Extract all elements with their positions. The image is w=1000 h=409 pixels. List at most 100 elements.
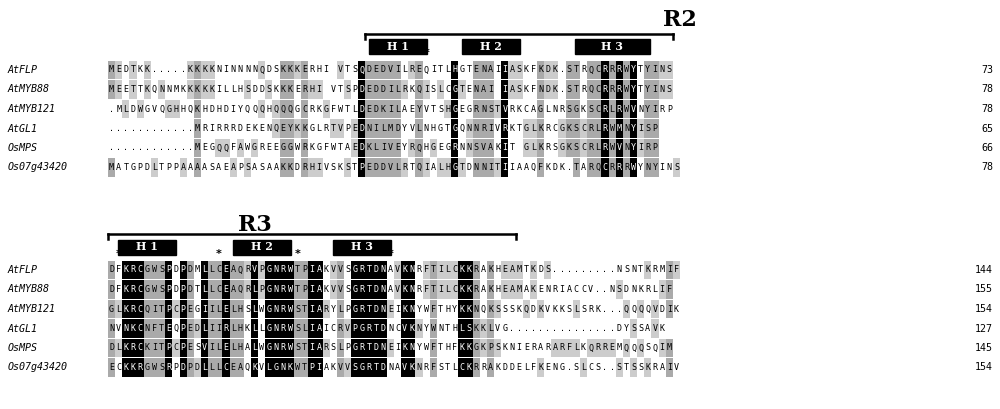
Bar: [523, 139, 530, 157]
Bar: [473, 319, 480, 338]
Text: V: V: [152, 105, 157, 114]
Text: S: S: [352, 363, 357, 372]
Text: .: .: [524, 324, 529, 333]
Text: M: M: [388, 124, 393, 133]
Text: K: K: [524, 65, 529, 74]
Text: 144: 144: [975, 265, 993, 275]
Bar: [165, 319, 172, 338]
Text: L: L: [445, 65, 450, 74]
Bar: [616, 280, 623, 299]
Bar: [587, 80, 594, 99]
Bar: [194, 358, 201, 377]
Text: G: G: [452, 124, 457, 133]
Text: .: .: [545, 324, 550, 333]
Text: E: E: [545, 363, 550, 372]
Text: L: L: [231, 304, 236, 314]
Text: A: A: [509, 85, 514, 94]
Text: .: .: [567, 363, 572, 372]
Text: D: D: [131, 105, 136, 114]
Bar: [358, 300, 365, 318]
Bar: [151, 158, 158, 177]
Text: E: E: [438, 144, 443, 153]
Text: R2: R2: [663, 9, 697, 31]
Text: S: S: [295, 304, 300, 314]
Bar: [373, 300, 380, 318]
Text: E: E: [223, 163, 228, 172]
Bar: [187, 61, 194, 79]
Bar: [651, 158, 659, 177]
Bar: [294, 300, 301, 318]
Text: S: S: [581, 304, 586, 314]
Bar: [458, 261, 466, 279]
Text: .: .: [588, 324, 593, 333]
Text: N: N: [381, 344, 386, 353]
Text: G: G: [538, 105, 543, 114]
Text: F: F: [152, 324, 157, 333]
Bar: [573, 119, 580, 138]
Bar: [437, 80, 444, 99]
Text: .: .: [602, 265, 607, 274]
Bar: [537, 100, 544, 118]
Bar: [387, 100, 394, 118]
Text: T: T: [638, 265, 643, 274]
Text: V: V: [331, 85, 336, 94]
Bar: [544, 261, 551, 279]
Text: A: A: [567, 285, 572, 294]
Text: R: R: [324, 304, 329, 314]
Text: C: C: [552, 124, 557, 133]
Bar: [401, 261, 408, 279]
Text: S: S: [274, 65, 279, 74]
Text: K: K: [467, 363, 472, 372]
Text: K: K: [188, 85, 193, 94]
Bar: [144, 339, 151, 357]
Text: Q: Q: [259, 105, 264, 114]
Bar: [208, 80, 215, 99]
Bar: [137, 280, 144, 299]
Bar: [122, 339, 129, 357]
Text: T: T: [495, 163, 500, 172]
Text: H: H: [266, 105, 271, 114]
Text: E: E: [502, 265, 507, 274]
Text: L: L: [338, 344, 343, 353]
Text: E: E: [188, 324, 193, 333]
Text: W: W: [631, 163, 636, 172]
Bar: [122, 261, 129, 279]
Text: L: L: [209, 285, 214, 294]
Text: A: A: [645, 324, 650, 333]
Text: L: L: [445, 265, 450, 274]
Bar: [251, 300, 258, 318]
Text: L: L: [338, 304, 343, 314]
Text: I: I: [660, 163, 665, 172]
Text: .: .: [595, 265, 600, 274]
Text: A: A: [195, 163, 200, 172]
Bar: [415, 119, 423, 138]
Bar: [437, 158, 444, 177]
Text: Q: Q: [238, 265, 243, 274]
Bar: [458, 300, 466, 318]
Text: 66: 66: [981, 143, 993, 153]
Text: L: L: [252, 285, 257, 294]
Text: I: I: [438, 265, 443, 274]
Text: V: V: [388, 144, 393, 153]
Text: M: M: [109, 163, 114, 172]
Text: N: N: [610, 285, 615, 294]
Bar: [344, 358, 351, 377]
Bar: [487, 158, 494, 177]
Text: L: L: [216, 304, 221, 314]
Bar: [251, 261, 258, 279]
Text: N: N: [459, 144, 464, 153]
Text: Q: Q: [631, 304, 636, 314]
Bar: [551, 80, 558, 99]
Text: .: .: [123, 144, 128, 153]
Text: 73: 73: [981, 65, 993, 75]
Bar: [222, 139, 230, 157]
Text: N: N: [388, 324, 393, 333]
Bar: [644, 100, 651, 118]
Text: P: P: [181, 324, 186, 333]
Bar: [315, 158, 322, 177]
Text: N: N: [474, 85, 479, 94]
Bar: [108, 300, 115, 318]
Text: L: L: [374, 144, 379, 153]
Text: S: S: [259, 163, 264, 172]
Text: Y: Y: [452, 304, 457, 314]
